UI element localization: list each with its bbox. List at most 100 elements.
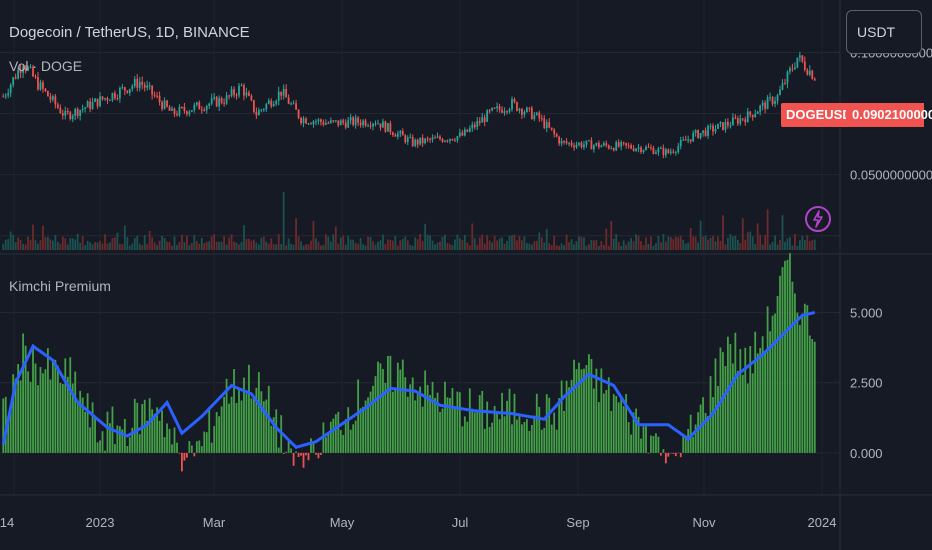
- candle-body: [285, 88, 288, 98]
- candle-body: [32, 66, 34, 77]
- premium-bar: [215, 412, 218, 453]
- time-axis-tick: Mar: [203, 515, 226, 530]
- premium-bar: [230, 396, 233, 453]
- volume-bar: [118, 243, 121, 250]
- candle-body: [605, 143, 608, 146]
- candle-body: [399, 131, 402, 134]
- premium-bar: [749, 346, 752, 453]
- premium-bar: [652, 436, 655, 453]
- premium-bar: [71, 383, 74, 453]
- premium-bar: [324, 437, 327, 453]
- volume-bar: [580, 236, 583, 250]
- premium-bar: [94, 416, 96, 453]
- volume-bar: [255, 242, 258, 250]
- premium-bar: [672, 452, 675, 454]
- premium-bar: [414, 400, 417, 453]
- volume-bar: [339, 237, 342, 250]
- volume-bar: [550, 245, 553, 250]
- candle-body: [786, 71, 789, 84]
- candle-body: [379, 123, 382, 128]
- volume-bar: [106, 243, 109, 250]
- candle-body: [535, 112, 538, 115]
- candle-body: [560, 140, 563, 144]
- candle-body: [203, 109, 206, 111]
- candle-body: [133, 78, 136, 87]
- candle-body: [429, 138, 431, 140]
- volume-bar: [734, 235, 737, 250]
- volume-bar: [761, 244, 764, 250]
- premium-bar: [86, 393, 89, 453]
- premium-bar: [349, 429, 352, 453]
- candle-body: [148, 85, 151, 87]
- volume-bar: [521, 240, 523, 250]
- candle-body: [759, 105, 762, 112]
- premium-bar: [533, 415, 536, 453]
- volume-bar: [151, 237, 154, 250]
- volume-bar: [741, 218, 744, 250]
- candle-body: [632, 148, 635, 151]
- premium-bar: [434, 397, 436, 453]
- premium-bar: [302, 452, 305, 468]
- volume-bar: [411, 245, 414, 250]
- candle-body: [756, 111, 759, 114]
- candle-body: [580, 142, 583, 148]
- candle-body: [208, 103, 211, 107]
- candle-body: [635, 148, 637, 151]
- candle-body: [39, 82, 42, 90]
- premium-bar: [228, 403, 230, 453]
- premium-bar: [240, 400, 243, 453]
- volume-bar: [583, 237, 585, 250]
- volume-bar: [491, 242, 494, 250]
- currency-selector[interactable]: USDT: [846, 10, 922, 54]
- candle-body: [106, 98, 109, 101]
- premium-bar: [24, 345, 27, 453]
- volume-bar: [44, 237, 47, 250]
- candle-body: [511, 99, 513, 110]
- volume-bar: [79, 242, 82, 250]
- candle-body: [183, 107, 186, 112]
- volume-bar: [655, 243, 657, 250]
- candle-body: [151, 85, 154, 95]
- premium-bar: [307, 452, 310, 461]
- volume-bar: [662, 234, 665, 250]
- premium-bar: [156, 407, 159, 453]
- volume-bar: [138, 243, 141, 250]
- candle-body: [498, 106, 501, 110]
- volume-bar: [270, 238, 273, 250]
- premium-bar: [235, 403, 238, 453]
- volume-bar: [791, 245, 794, 250]
- premium-bar: [369, 391, 372, 453]
- candle-body: [491, 107, 494, 111]
- volume-bar: [729, 234, 732, 250]
- volume-bar: [471, 223, 474, 250]
- volume-bar: [719, 240, 722, 250]
- candle-body: [478, 120, 481, 123]
- premium-bar: [290, 448, 293, 453]
- volume-bar: [637, 235, 640, 250]
- premium-bar: [131, 427, 134, 453]
- candle-body: [761, 102, 764, 106]
- candle-body: [347, 120, 350, 128]
- volume-bar: [382, 234, 384, 250]
- candle-body: [779, 89, 781, 95]
- lightning-bolt-icon[interactable]: [805, 206, 831, 232]
- volume-bar: [89, 242, 92, 250]
- premium-bar: [295, 451, 297, 453]
- candle-body: [674, 151, 677, 153]
- volume-bar: [679, 236, 682, 250]
- volume-bar: [545, 229, 548, 250]
- candle-body: [446, 140, 449, 142]
- volume-bar: [724, 244, 727, 250]
- candle-body: [741, 118, 744, 120]
- volume-bar: [620, 245, 623, 250]
- premium-bar: [89, 427, 92, 453]
- kimchi-premium-ma-line: [1, 311, 816, 449]
- volume-bar: [754, 244, 757, 250]
- candle-body: [746, 111, 749, 123]
- volume-bar: [208, 241, 211, 250]
- volume-bar: [431, 240, 434, 250]
- volume-bar: [32, 224, 34, 250]
- candle-body: [476, 120, 479, 128]
- volume-bar: [248, 238, 250, 250]
